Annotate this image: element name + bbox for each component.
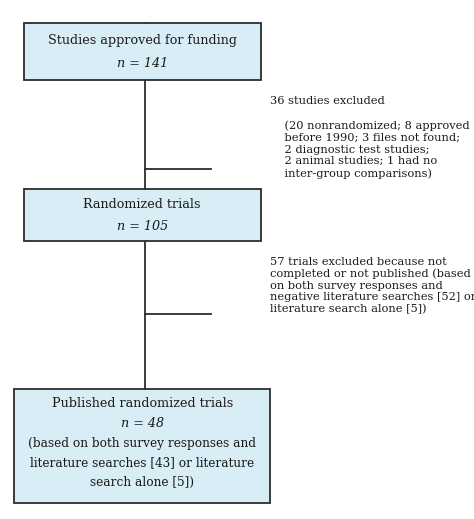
Text: (20 nonrandomized; 8 approved
    before 1990; 3 files not found;
    2 diagnost: (20 nonrandomized; 8 approved before 199…: [270, 121, 470, 179]
Text: 57 trials excluded because not
completed or not published (based
on both survey : 57 trials excluded because not completed…: [270, 257, 474, 315]
FancyBboxPatch shape: [14, 389, 270, 503]
Text: Studies approved for funding: Studies approved for funding: [48, 34, 237, 47]
Text: 36 studies excluded: 36 studies excluded: [270, 96, 385, 106]
Text: (based on both survey responses and: (based on both survey responses and: [28, 436, 256, 450]
FancyBboxPatch shape: [24, 23, 261, 80]
Text: search alone [5]): search alone [5]): [90, 476, 194, 489]
Text: n = 48: n = 48: [121, 417, 164, 430]
Text: literature searches [43] or literature: literature searches [43] or literature: [30, 456, 254, 470]
Text: Published randomized trials: Published randomized trials: [52, 397, 233, 411]
Text: Randomized trials: Randomized trials: [83, 198, 201, 211]
Text: n = 105: n = 105: [117, 220, 168, 233]
Text: n = 141: n = 141: [117, 57, 168, 70]
FancyBboxPatch shape: [24, 189, 261, 241]
